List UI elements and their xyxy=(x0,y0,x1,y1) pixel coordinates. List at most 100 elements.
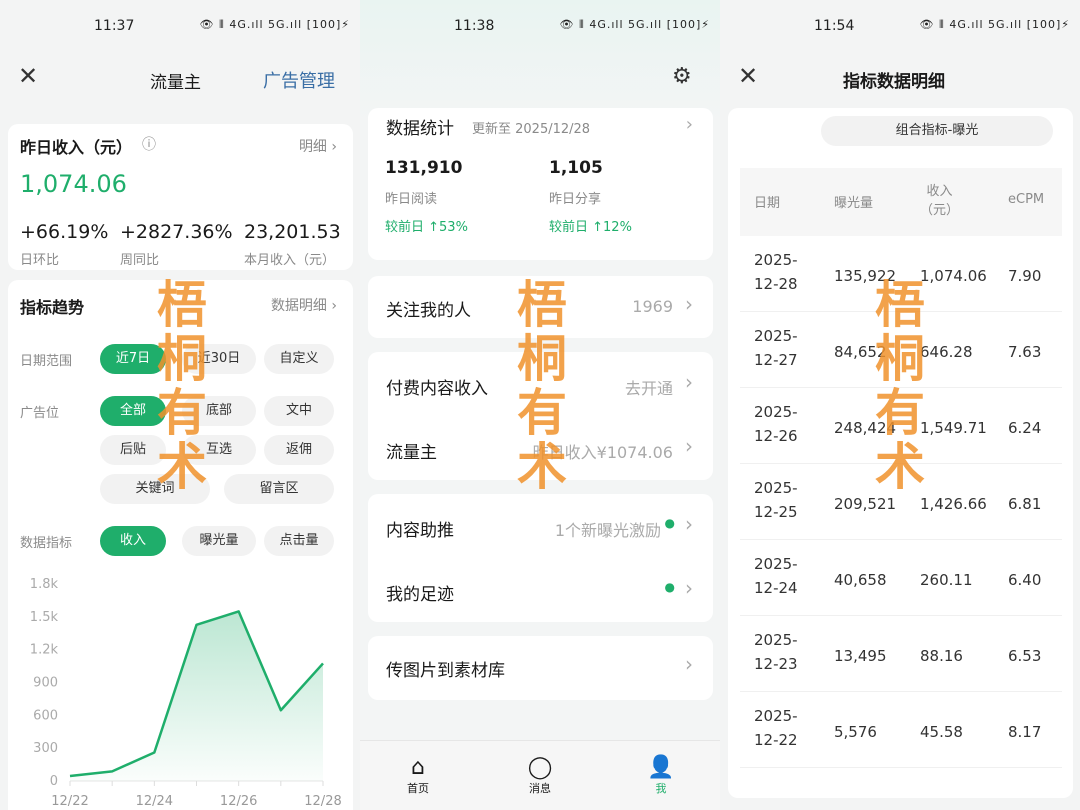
detail-label: 明细 xyxy=(298,139,327,155)
nav-label: 首页 xyxy=(407,782,429,795)
ad-chip-all[interactable]: 全部 xyxy=(100,396,166,426)
table-cell: 6.81 xyxy=(1008,495,1042,513)
status-time: 11:38 xyxy=(454,18,495,34)
paid-content-row[interactable]: 付费内容收入 去开通 › xyxy=(368,352,713,416)
table-cell: 6.24 xyxy=(1008,419,1042,437)
y-tick-label: 300 xyxy=(33,741,58,756)
chat-bubble-icon: ◯ xyxy=(527,755,553,780)
column-header: eCPM xyxy=(1008,192,1045,207)
help-icon[interactable]: ⓘ xyxy=(142,137,156,153)
badge-dot-icon: ● xyxy=(664,580,675,594)
table-cell: 5,576 xyxy=(834,723,877,741)
table-row: 2025- 12-26 248,424 1,549.71 6.24 xyxy=(740,388,1062,464)
table-cell: 1,074.06 xyxy=(920,267,987,285)
ad-chip-keyword[interactable]: 关键词 xyxy=(100,474,210,504)
table-cell: 40,658 xyxy=(834,571,887,589)
close-icon[interactable]: ✕ xyxy=(738,62,759,90)
data-detail-link[interactable]: 数据明细 › xyxy=(270,298,337,314)
nav-me[interactable]: 👤 我 xyxy=(631,755,691,796)
x-tick-label: 12/22 xyxy=(51,794,88,809)
followers-row[interactable]: 关注我的人 1969 › xyxy=(368,276,713,338)
metric-chip-exposure[interactable]: 曝光量 xyxy=(182,526,256,556)
upload-images-row[interactable]: 传图片到素材库 › xyxy=(368,636,713,700)
chevron-right-icon: › xyxy=(685,114,693,135)
chevron-right-icon: › xyxy=(685,292,693,316)
status-icons: 👁 ⦀ 4G.ıll 5G.ıll [100]⚡ xyxy=(199,18,350,31)
metric-chip-income[interactable]: 收入 xyxy=(100,526,166,556)
metric-chip-clicks[interactable]: 点击量 xyxy=(264,526,334,556)
income-detail-link[interactable]: 明细 › xyxy=(298,139,337,155)
status-bar: 11:37 👁 ⦀ 4G.ıll 5G.ıll [100]⚡ xyxy=(0,16,360,38)
profile-screen: 11:38 👁 ⦀ 4G.ıll 5G.ıll [100]⚡ ⚙ 数据统计 更新至… xyxy=(360,0,720,810)
table-cell: 6.40 xyxy=(1008,571,1042,589)
status-icons: 👁 ⦀ 4G.ıll 5G.ıll [100]⚡ xyxy=(559,18,710,31)
content-boost-row[interactable]: 内容助推 1个新曝光激励 ● › xyxy=(368,494,713,558)
table-cell: 260.11 xyxy=(920,571,973,589)
table-row: 2025- 12-24 40,658 260.11 6.40 xyxy=(740,540,1062,616)
table-cell: 2025- 12-25 xyxy=(754,479,798,521)
ad-chip-mutual[interactable]: 互选 xyxy=(182,435,256,465)
shares-value: 1,105 xyxy=(549,158,603,178)
metric-label: 数据指标 xyxy=(20,536,73,551)
date-30d-chip[interactable]: 近30日 xyxy=(182,344,256,374)
table-cell: 8.17 xyxy=(1008,723,1042,741)
table-cell: 1,426.66 xyxy=(920,495,987,513)
chevron-right-icon: › xyxy=(685,576,693,600)
metric-filter-dropdown[interactable]: 组合指标-曝光 xyxy=(821,116,1053,146)
tools-group: 内容助推 1个新曝光激励 ● › 我的足迹 ● › xyxy=(368,494,713,622)
page-title: 流量主 xyxy=(150,73,201,93)
ad-host-row[interactable]: 流量主 昨日收入¥1074.06 › xyxy=(368,416,713,480)
home-icon: ⌂ xyxy=(411,755,425,780)
column-header: 日期 xyxy=(754,196,781,211)
ad-chip-after[interactable]: 后贴 xyxy=(100,435,166,465)
table-cell: 248,424 xyxy=(834,419,897,437)
metric-detail-screen: 11:54 👁 ⦀ 4G.ıll 5G.ıll [100]⚡ ✕ 指标数据明细 组… xyxy=(720,0,1080,810)
table-row: 2025- 12-27 84,652 646.28 7.63 xyxy=(740,312,1062,388)
ad-chip-inline[interactable]: 文中 xyxy=(264,396,334,426)
y-tick-label: 0 xyxy=(50,774,58,789)
nav-home[interactable]: ⌂ 首页 xyxy=(388,755,448,796)
x-tick-label: 12/28 xyxy=(304,794,341,809)
trend-title: 指标趋势 xyxy=(20,298,85,317)
monthly-income: 23,201.53 xyxy=(244,221,341,243)
ad-manage-link[interactable]: 广告管理 xyxy=(263,71,335,92)
table-cell: 1,549.71 xyxy=(920,419,987,437)
income-card: 昨日收入（元） ⓘ 明细 › 1,074.06 +66.19% 日环比 +282… xyxy=(8,124,353,270)
table-cell: 84,652 xyxy=(834,343,887,361)
table-row: 2025- 12-23 13,495 88.16 6.53 xyxy=(740,616,1062,692)
nav-label: 我 xyxy=(655,782,667,795)
badge-dot-icon: ● xyxy=(664,516,675,530)
ad-chip-comment[interactable]: 留言区 xyxy=(224,474,334,504)
row-label: 传图片到素材库 xyxy=(386,661,505,681)
table-cell: 7.63 xyxy=(1008,343,1042,361)
close-icon[interactable]: ✕ xyxy=(18,62,39,90)
ad-income-screen: 11:37 👁 ⦀ 4G.ıll 5G.ıll [100]⚡ ✕ 流量主 广告管理… xyxy=(0,0,360,810)
row-value: 去开通 xyxy=(624,379,673,398)
table-row: 2025- 12-28 135,922 1,074.06 7.90 xyxy=(740,236,1062,312)
date-custom-chip[interactable]: 自定义 xyxy=(264,344,334,374)
status-bar: 11:38 👁 ⦀ 4G.ıll 5G.ıll [100]⚡ xyxy=(360,16,720,38)
nav-messages[interactable]: ◯ 消息 xyxy=(510,755,570,796)
reads-label: 昨日阅读 xyxy=(385,192,438,207)
status-icons: 👁 ⦀ 4G.ıll 5G.ıll [100]⚡ xyxy=(919,18,1070,31)
column-header: 曝光量 xyxy=(834,196,874,211)
data-stats-card[interactable]: 数据统计 更新至 2025/12/28 › 131,910 昨日阅读 较前日 ↑… xyxy=(368,108,713,260)
table-cell: 2025- 12-22 xyxy=(754,707,798,749)
y-tick-label: 900 xyxy=(33,676,58,691)
x-tick-label: 12/24 xyxy=(136,794,173,809)
chevron-right-icon: › xyxy=(685,512,693,536)
footprint-row[interactable]: 我的足迹 ● › xyxy=(368,558,713,622)
ad-chip-rebate[interactable]: 返佣 xyxy=(264,435,334,465)
table-cell: 2025- 12-27 xyxy=(754,327,798,369)
settings-gear-icon[interactable]: ⚙ xyxy=(672,64,692,89)
status-bar: 11:54 👁 ⦀ 4G.ıll 5G.ıll [100]⚡ xyxy=(720,16,1080,38)
date-7d-chip[interactable]: 近7日 xyxy=(100,344,166,374)
chevron-right-icon: › xyxy=(685,370,693,394)
y-tick-label: 1.8k xyxy=(30,577,59,592)
ad-chip-bottom[interactable]: 底部 xyxy=(182,396,256,426)
shares-label: 昨日分享 xyxy=(549,192,602,207)
table-cell: 2025- 12-24 xyxy=(754,555,798,597)
row-label: 内容助推 xyxy=(386,521,454,541)
table-cell: 6.53 xyxy=(1008,647,1042,665)
table-cell: 2025- 12-26 xyxy=(754,403,798,445)
